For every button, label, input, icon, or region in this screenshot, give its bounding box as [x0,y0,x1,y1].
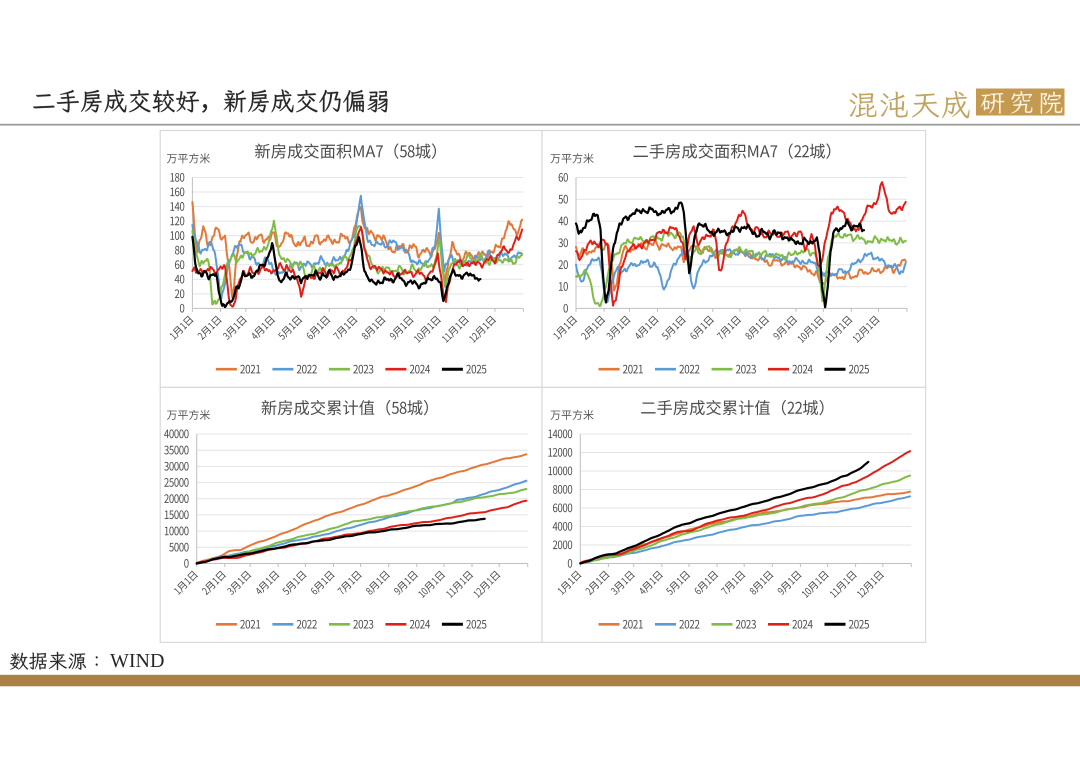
svg-text:WIND: WIND [110,650,164,672]
